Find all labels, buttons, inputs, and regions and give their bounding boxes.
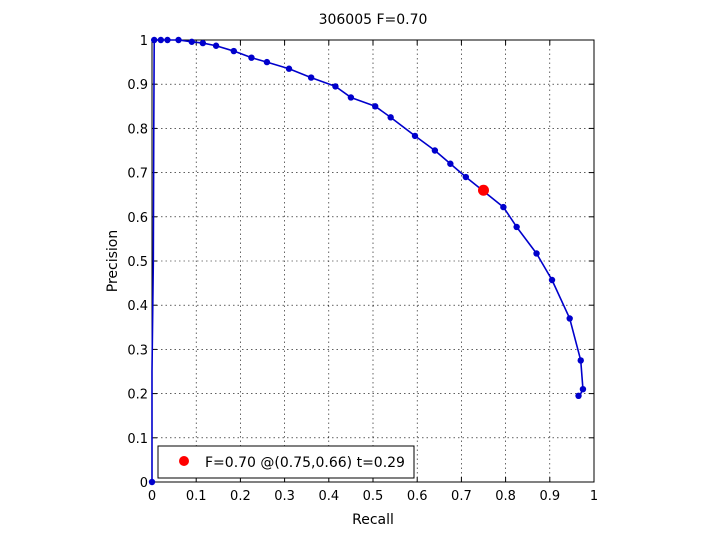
x-tick-label: 0.4 <box>318 489 339 504</box>
data-point <box>263 58 271 66</box>
x-axis-label: Recall <box>352 512 394 528</box>
x-tick-label: 0 <box>148 489 156 504</box>
data-point <box>188 38 195 45</box>
x-tick-label: 0.5 <box>363 489 384 504</box>
grid-lines <box>152 40 594 482</box>
chart-title: 306005 F=0.70 <box>319 12 428 28</box>
data-point <box>447 160 454 167</box>
axis-ticks: 0 0.1 0.2 0.3 0.4 0.5 0.6 0.7 0.8 0.9 1 0 0.1 0.2 0.3 0… <box>127 34 598 504</box>
data-point <box>372 103 379 110</box>
y-tick-label: 0.7 <box>127 167 148 182</box>
data-point <box>513 223 520 231</box>
y-tick-label: 0.8 <box>127 122 148 137</box>
y-axis-label: Precision <box>105 230 121 292</box>
data-point <box>462 173 470 181</box>
data-point <box>148 478 156 486</box>
best-f-point <box>478 184 489 196</box>
y-tick-label: 0.9 <box>127 78 148 93</box>
y-tick-label: 0.6 <box>127 211 148 226</box>
y-tick-label: 1 <box>140 34 148 49</box>
x-tick-label: 0.9 <box>539 489 560 504</box>
data-point <box>548 276 556 284</box>
x-tick-label: 1 <box>590 489 598 504</box>
series-layer <box>148 36 587 486</box>
data-point <box>500 203 507 211</box>
y-tick-label: 0.4 <box>127 299 148 314</box>
x-tick-label: 0.1 <box>186 489 207 504</box>
data-point <box>199 39 207 47</box>
data-point <box>230 47 237 55</box>
data-point <box>411 132 419 140</box>
legend-marker <box>179 456 189 466</box>
x-tick-label: 0.3 <box>274 489 295 504</box>
data-point <box>307 74 315 81</box>
x-tick-label: 0.2 <box>230 489 251 504</box>
data-point <box>533 250 540 257</box>
y-tick-label: 0.1 <box>127 432 148 447</box>
y-tick-label: 0 <box>140 476 148 491</box>
data-point <box>285 65 293 72</box>
data-point <box>164 36 171 44</box>
data-point <box>577 357 584 364</box>
data-point <box>575 392 582 400</box>
y-tick-label: 0.5 <box>127 255 148 270</box>
data-point <box>332 83 339 90</box>
y-tick-label: 0.2 <box>127 388 148 403</box>
series-line <box>151 39 584 482</box>
data-point <box>175 36 182 44</box>
y-tick-label: 0.3 <box>127 343 148 358</box>
data-point <box>347 94 355 101</box>
data-point <box>579 385 587 393</box>
legend-text: F=0.70 @(0.75,0.66) t=0.29 <box>205 455 405 471</box>
x-tick-label: 0.6 <box>407 489 428 504</box>
legend: F=0.70 @(0.75,0.66) t=0.29 <box>157 445 415 479</box>
data-point <box>212 42 220 49</box>
data-point <box>248 54 255 61</box>
data-point <box>566 315 573 322</box>
legend-box <box>157 445 415 479</box>
x-tick-label: 0.8 <box>495 489 516 504</box>
data-point <box>157 36 165 44</box>
data-point <box>151 36 158 44</box>
x-tick-label: 0.7 <box>451 489 472 504</box>
data-point <box>387 114 394 121</box>
data-point <box>431 147 439 154</box>
